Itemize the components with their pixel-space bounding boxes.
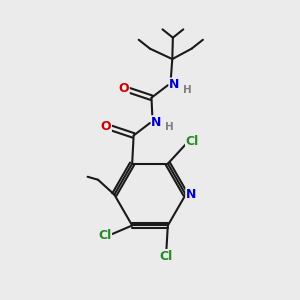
Text: Cl: Cl — [98, 230, 111, 242]
Text: Cl: Cl — [160, 250, 173, 262]
Text: N: N — [169, 78, 180, 91]
Text: O: O — [101, 120, 111, 133]
Text: N: N — [152, 116, 162, 129]
Text: Cl: Cl — [186, 136, 199, 148]
Text: N: N — [186, 188, 196, 201]
Text: O: O — [118, 82, 129, 95]
Text: H: H — [165, 122, 174, 132]
Text: H: H — [183, 85, 191, 95]
